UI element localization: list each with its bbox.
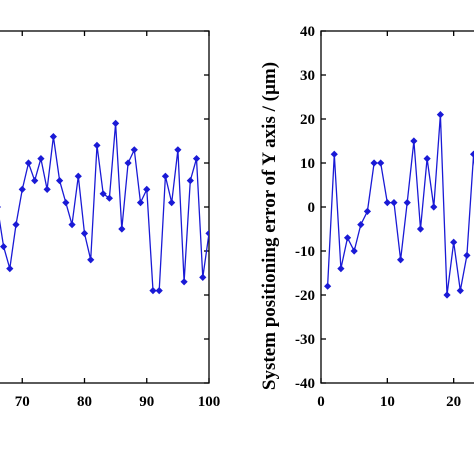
x-tick-label: 70 — [15, 394, 30, 410]
y-tick-label: 20 — [300, 112, 315, 128]
data-point-marker — [87, 256, 95, 264]
data-point-marker — [363, 207, 372, 215]
data-point-marker — [199, 273, 207, 281]
data-point-marker — [390, 199, 398, 207]
data-point-marker — [350, 247, 358, 255]
data-point-marker — [31, 177, 39, 185]
data-point-marker — [430, 203, 438, 211]
y-tick-label: 40 — [300, 24, 315, 40]
left-chart-panel: 70 80 90 100 — [0, 30, 221, 410]
data-point-marker — [0, 243, 8, 251]
data-point-marker — [186, 177, 194, 185]
data-point-marker — [0, 206, 1, 208]
data-point-marker — [180, 278, 188, 286]
data-point-marker — [130, 146, 138, 154]
x-tick-label: 90 — [139, 394, 154, 410]
data-point-marker — [343, 234, 352, 242]
data-point-marker — [124, 159, 132, 167]
x-tick-label: 20 — [446, 394, 461, 410]
data-point-marker — [403, 199, 411, 207]
y-tick-label: 10 — [300, 156, 315, 172]
plot-frame — [0, 30, 210, 384]
data-point-marker — [43, 185, 51, 193]
data-point-marker — [416, 225, 425, 233]
plot-frame — [320, 30, 474, 384]
data-point-marker — [174, 146, 182, 154]
data-point-marker — [443, 291, 451, 299]
data-point-marker — [56, 177, 64, 185]
data-point-marker — [370, 159, 378, 167]
data-point-marker — [463, 251, 471, 259]
data-point-marker — [37, 155, 45, 163]
data-point-marker — [377, 159, 385, 167]
data-point-marker — [324, 282, 332, 290]
data-point-marker — [450, 238, 458, 246]
data-point-marker — [118, 225, 126, 233]
right-chart-panel: -40 -30 -20 -10 0 10 20 30 40 0 10 20 — [295, 24, 474, 410]
y-tick-label: -40 — [295, 376, 315, 392]
y-tick-label: 30 — [300, 68, 315, 84]
data-point-marker — [143, 185, 151, 193]
data-point-marker — [397, 256, 405, 264]
data-point-marker — [136, 199, 145, 207]
data-point-marker — [383, 199, 391, 207]
data-point-marker — [62, 199, 70, 207]
data-point-marker — [112, 119, 120, 127]
data-point-marker — [330, 150, 338, 158]
y-tick-label: 0 — [308, 200, 316, 216]
y-tick-label: -10 — [295, 244, 315, 260]
data-point-marker — [357, 221, 365, 229]
x-tick-label: 10 — [380, 394, 395, 410]
data-point-marker — [105, 194, 113, 202]
data-point-marker — [18, 185, 26, 193]
data-point-marker — [12, 221, 20, 229]
y-tick-label: -30 — [295, 332, 315, 348]
x-tick-label: 0 — [317, 394, 325, 410]
data-point-marker — [168, 199, 176, 207]
data-point-marker — [80, 229, 89, 237]
x-tick-label: 80 — [77, 394, 92, 410]
data-point-marker — [423, 155, 431, 163]
data-point-marker — [436, 111, 444, 119]
y-axis-label: System positioning error of Y axis / (µm… — [259, 62, 280, 390]
series-line — [326, 114, 474, 296]
data-point-marker — [99, 190, 107, 198]
data-point-marker — [49, 133, 57, 141]
data-point-marker — [161, 172, 170, 180]
data-point-marker — [469, 150, 474, 158]
series-group — [0, 119, 209, 295]
data-point-marker — [205, 229, 209, 237]
series-group — [324, 111, 474, 299]
data-point-marker — [155, 287, 163, 295]
data-point-marker — [93, 141, 101, 149]
data-point-marker — [74, 172, 82, 180]
data-point-marker — [68, 221, 76, 229]
data-point-marker — [337, 265, 345, 273]
data-point-marker — [6, 265, 14, 273]
data-point-marker — [192, 155, 201, 163]
data-point-marker — [456, 287, 464, 295]
x-tick-label: 100 — [198, 394, 221, 410]
data-point-marker — [149, 287, 157, 295]
data-point-marker — [24, 159, 33, 167]
data-point-marker — [410, 137, 418, 145]
y-tick-label: -20 — [295, 288, 315, 304]
